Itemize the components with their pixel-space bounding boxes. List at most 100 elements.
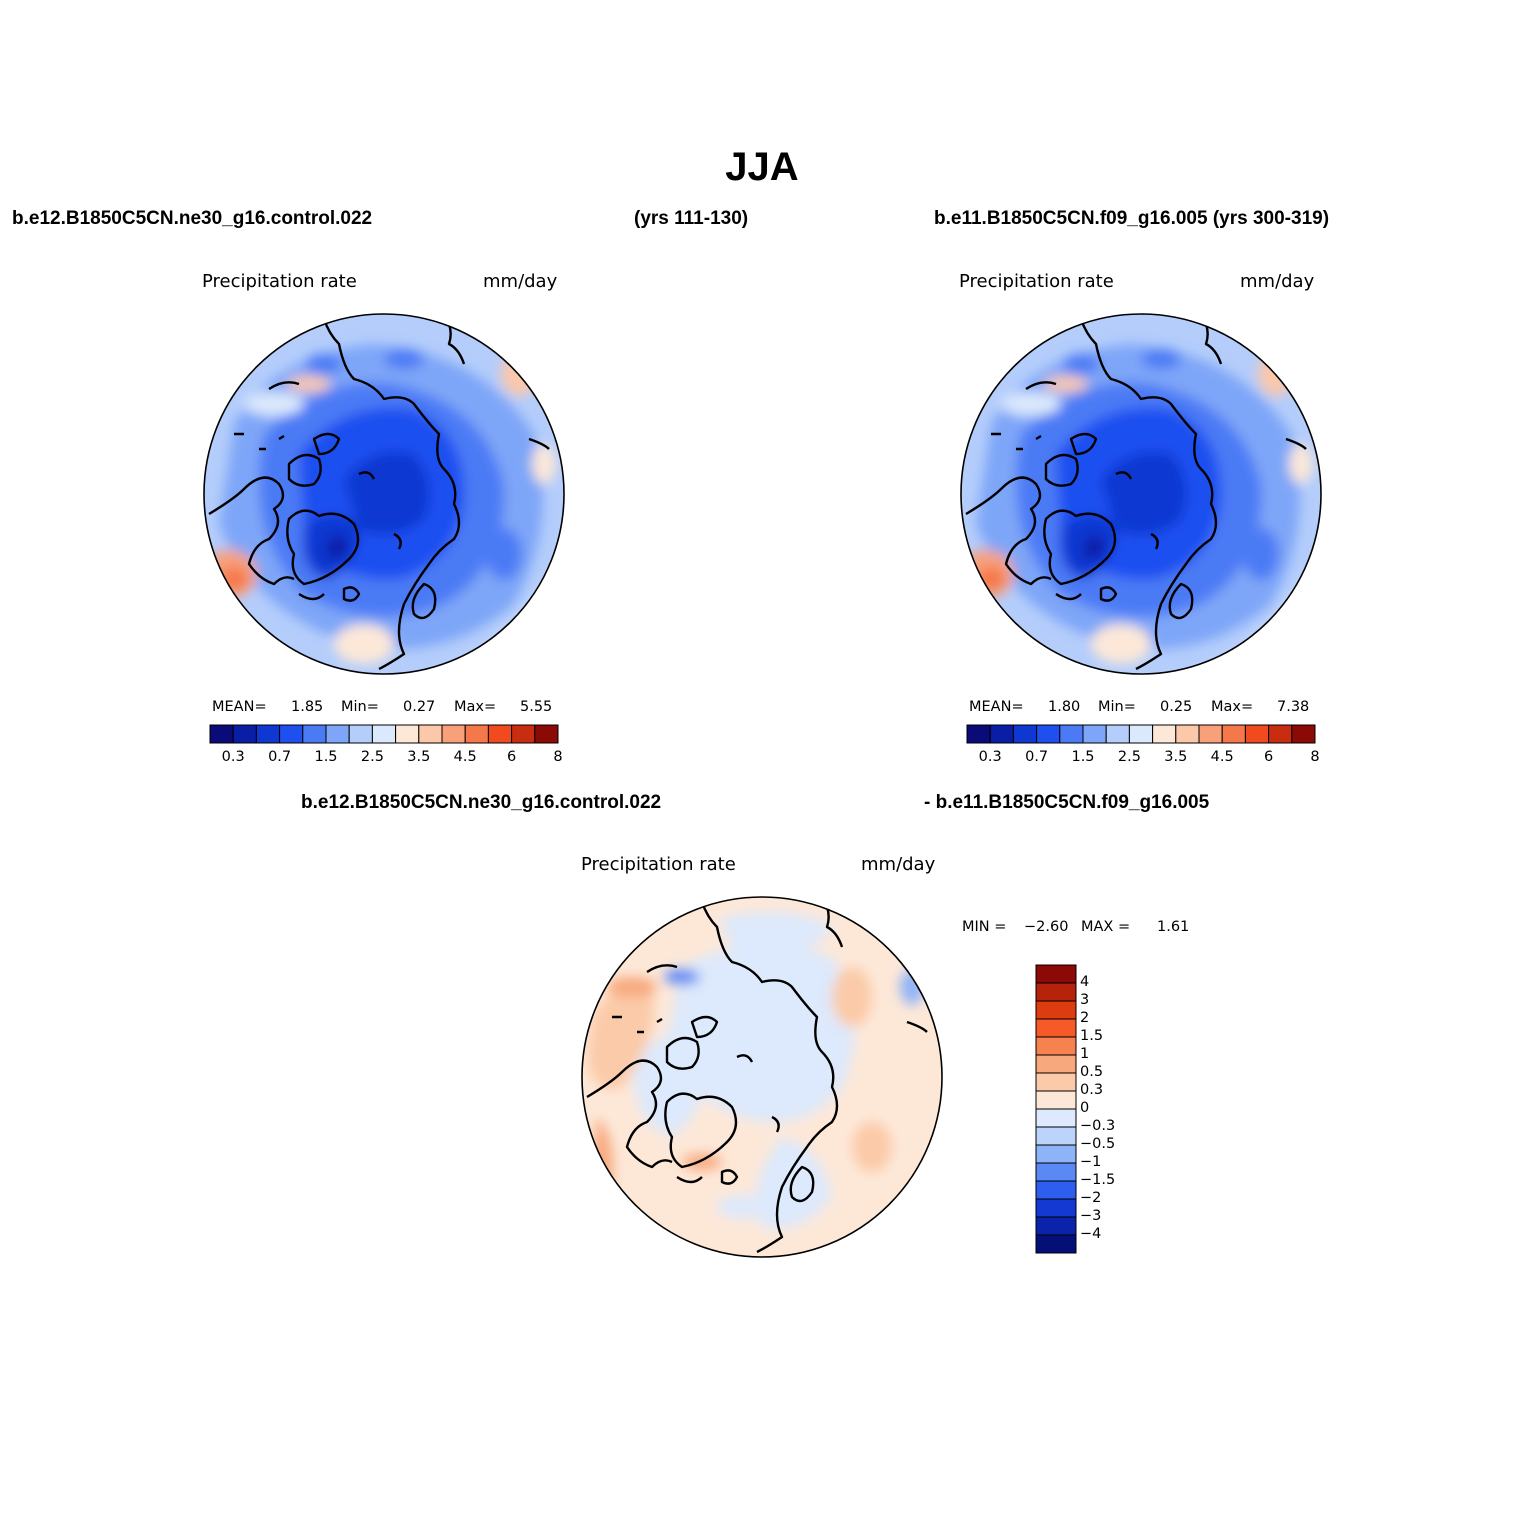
diff-colorbar-swatch [1035, 1198, 1077, 1218]
diff-colorbar-swatch [1035, 1090, 1077, 1110]
diff-colorbar-swatch [1035, 1144, 1077, 1164]
diff-colorbar-tick-label: −1.5 [1080, 1172, 1116, 1188]
diff-colorbar-tick-label: 2 [1080, 1010, 1090, 1026]
right-colorbar-tick-label: 3.5 [1164, 749, 1188, 765]
diff-colorbar-tick-label: −3 [1080, 1208, 1102, 1224]
right-colorbar-swatch [1291, 724, 1316, 744]
diff-max-label: MAX = [1081, 919, 1131, 935]
left-colorbar-swatch [325, 724, 350, 744]
right-min-value: 0.25 [1160, 699, 1193, 715]
right-units-label: mm/day [1240, 271, 1315, 292]
diff-max-value: 1.61 [1157, 919, 1190, 935]
left-colorbar-swatch [487, 724, 513, 744]
right-colorbar [966, 724, 1316, 744]
left-polar-map [203, 313, 565, 675]
diff-colorbar-swatch [1035, 1054, 1077, 1074]
left-max-value: 5.55 [520, 699, 553, 715]
diff-min-value: −2.60 [1024, 919, 1069, 935]
left-colorbar-swatch [348, 724, 373, 744]
left-colorbar-swatch [255, 724, 281, 744]
diff-colorbar-swatch [1035, 1018, 1077, 1038]
diff-polar-map [581, 896, 943, 1258]
left-min-value: 0.27 [403, 699, 436, 715]
left-colorbar-swatch [395, 724, 420, 744]
diff-case-a-label: b.e12.B1850C5CN.ne30_g16.control.022 [301, 792, 662, 813]
right-colorbar-swatch [1012, 724, 1038, 744]
right-colorbar-swatch [989, 724, 1014, 744]
left-colorbar-swatch [232, 724, 257, 744]
left-colorbar-swatch [511, 724, 536, 744]
right-colorbar-swatch [1128, 724, 1154, 744]
left-colorbar-tick-label: 0.3 [221, 749, 245, 765]
diff-colorbar-swatch [1035, 1234, 1077, 1254]
right-colorbar-tick-label: 2.5 [1117, 749, 1141, 765]
diff-field-label: Precipitation rate [581, 854, 736, 875]
right-colorbar-tick-label: 1.5 [1071, 749, 1095, 765]
right-colorbar-tick-label: 0.7 [1025, 749, 1049, 765]
left-max-label: Max= [454, 699, 497, 715]
left-colorbar-swatch [279, 724, 304, 744]
diff-colorbar-tick-label: 0.3 [1080, 1082, 1104, 1098]
right-colorbar-swatch [1221, 724, 1246, 744]
left-colorbar-swatch [302, 724, 327, 744]
diff-colorbar-swatch [1035, 1162, 1077, 1182]
diff-case-b-label: - b.e11.B1850C5CN.f09_g16.005 [924, 792, 1210, 813]
left-colorbar-swatch [464, 724, 489, 744]
left-colorbar-tick-label: 3.5 [407, 749, 431, 765]
diff-colorbar-tick-label: 4 [1080, 974, 1090, 990]
left-colorbar-swatch [441, 724, 466, 744]
left-colorbar-tick-label: 2.5 [360, 749, 384, 765]
right-colorbar-swatch [1082, 724, 1107, 744]
right-colorbar-swatch [1105, 724, 1130, 744]
diff-min-label: MIN = [962, 919, 1007, 935]
diff-colorbar-swatch [1035, 982, 1077, 1002]
right-mean-label: MEAN= [969, 699, 1024, 715]
diff-colorbar-tick-label: 1 [1080, 1046, 1090, 1062]
diff-colorbar-tick-label: −1 [1080, 1154, 1102, 1170]
right-colorbar-swatch [1244, 724, 1270, 744]
diff-colorbar-swatch [1035, 1000, 1077, 1020]
right-colorbar-tick-label: 6 [1263, 749, 1274, 765]
right-colorbar-swatch [1175, 724, 1200, 744]
left-mean-label: MEAN= [212, 699, 267, 715]
left-colorbar-tick-label: 1.5 [314, 749, 338, 765]
right-max-label: Max= [1211, 699, 1254, 715]
diff-colorbar-tick-label: −4 [1080, 1226, 1102, 1242]
diff-colorbar-swatch [1035, 1180, 1077, 1200]
diff-colorbar-swatch [1035, 1126, 1077, 1146]
diff-units-label: mm/day [861, 854, 936, 875]
left-mean-value: 1.85 [291, 699, 324, 715]
left-colorbar-tick-label: 8 [553, 749, 563, 765]
left-colorbar-swatch [418, 724, 443, 744]
diff-colorbar-swatch [1035, 1036, 1077, 1056]
left-field-label: Precipitation rate [202, 271, 357, 292]
diff-colorbar-swatch [1035, 1216, 1077, 1236]
right-colorbar-swatch [1268, 724, 1293, 744]
right-polar-map [960, 313, 1322, 675]
diff-colorbar-tick-label: −2 [1080, 1190, 1102, 1206]
left-colorbar [209, 724, 559, 744]
left-min-label: Min= [341, 699, 379, 715]
left-colorbar-swatch [534, 724, 559, 744]
diff-colorbar-swatch [1035, 1108, 1077, 1128]
left-colorbar-tick-label: 6 [506, 749, 517, 765]
right-colorbar-tick-label: 8 [1310, 749, 1320, 765]
diff-colorbar-swatch [1035, 1072, 1077, 1092]
diff-colorbar-swatch [1035, 964, 1077, 984]
page-title: JJA [725, 145, 799, 189]
diff-colorbar-tick-label: 3 [1080, 992, 1090, 1008]
right-colorbar-tick-label: 0.3 [978, 749, 1002, 765]
diff-colorbar [1035, 964, 1077, 1254]
left-colorbar-tick-label: 4.5 [453, 749, 477, 765]
left-colorbar-swatch [209, 724, 234, 744]
right-colorbar-swatch [1059, 724, 1084, 744]
right-mean-value: 1.80 [1048, 699, 1081, 715]
left-case-label: b.e12.B1850C5CN.ne30_g16.control.022 [12, 208, 373, 229]
left-colorbar-swatch [371, 724, 397, 744]
diff-colorbar-tick-label: −0.3 [1080, 1118, 1116, 1134]
right-field-label: Precipitation rate [959, 271, 1114, 292]
right-max-value: 7.38 [1277, 699, 1310, 715]
right-colorbar-tick-label: 4.5 [1210, 749, 1234, 765]
left-colorbar-tick-label: 0.7 [268, 749, 292, 765]
